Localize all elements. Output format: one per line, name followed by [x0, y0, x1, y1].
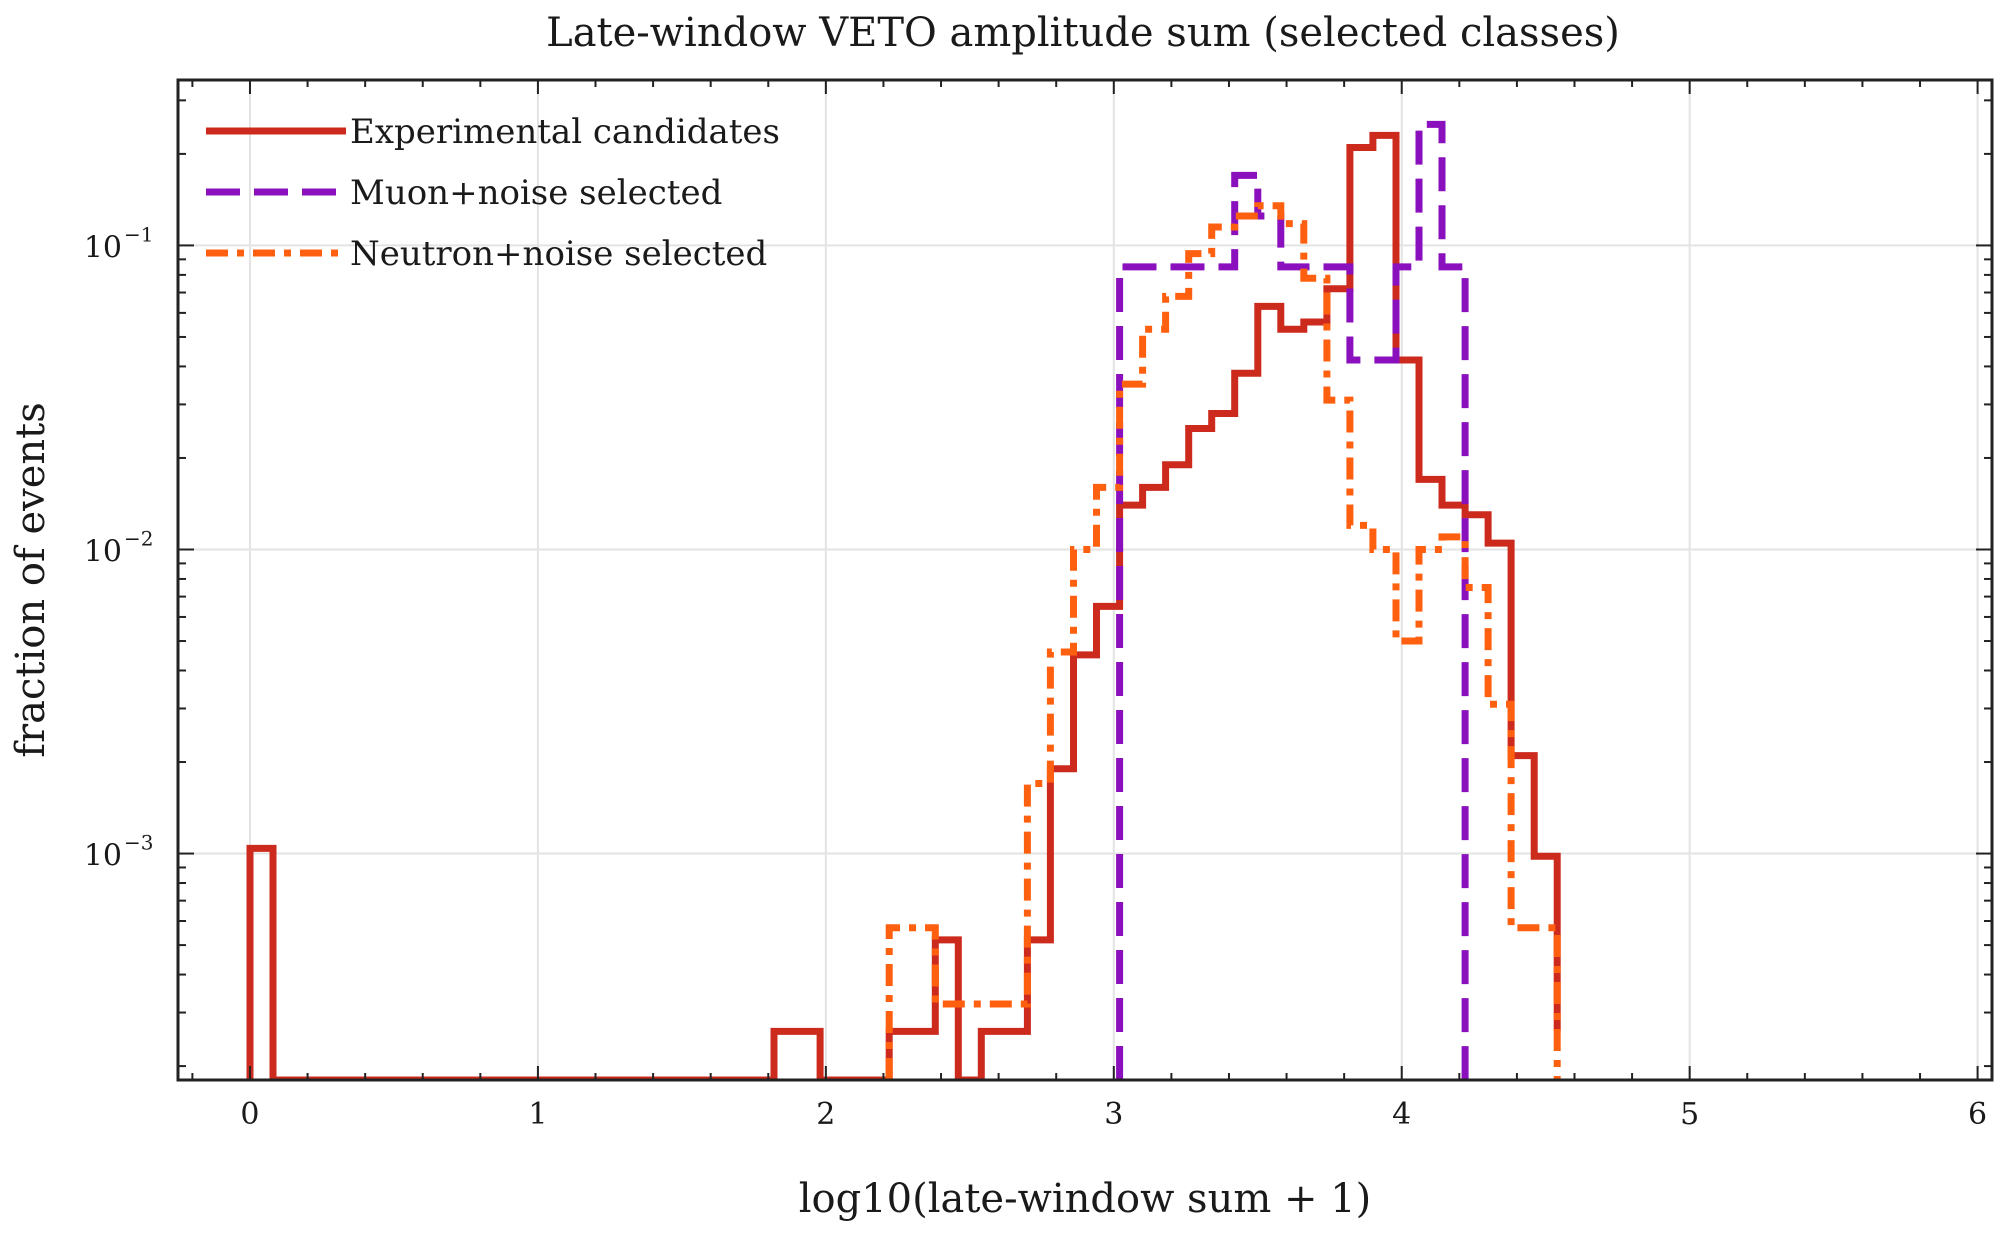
y-tick-exponent: −3 [124, 831, 153, 855]
x-tick-label: 4 [1392, 1097, 1411, 1132]
series-2-step-line [1116, 120, 1469, 1080]
y-tick-exponent: −1 [124, 222, 153, 246]
x-axis-label: log10(late-window sum + 1) [799, 1176, 1372, 1222]
axis-ticks: 0 1 2 3 4 5 610−110−210−3 [84, 80, 1992, 1132]
series-3-step-line [885, 202, 1561, 1080]
x-tick-label: 6 [1968, 1097, 1987, 1132]
y-tick-label: 10 [84, 534, 122, 569]
legend: Experimental candidates Muon+noise selec… [206, 112, 780, 274]
x-tick-label: 0 [240, 1097, 259, 1132]
plot-frame [176, 78, 1994, 1082]
legend-label-experimental: Experimental candidates [350, 112, 780, 152]
legend-label-muon: Muon+noise selected [350, 173, 722, 213]
y-tick-exponent: −2 [124, 526, 153, 550]
series-layer [246, 120, 1561, 1080]
y-tick-label: 10 [84, 839, 122, 874]
x-tick-label: 5 [1680, 1097, 1699, 1132]
grid [178, 80, 1992, 1080]
y-axis-label: fraction of events [8, 402, 54, 758]
x-tick-label: 1 [528, 1097, 547, 1132]
legend-label-neutron: Neutron+noise selected [350, 234, 767, 274]
chart-title: Late-window VETO amplitude sum (selected… [546, 10, 1620, 56]
y-tick-label: 10 [84, 230, 122, 265]
x-tick-label: 3 [1104, 1097, 1123, 1132]
x-tick-label: 2 [816, 1097, 835, 1132]
series-1-step-line [246, 131, 1561, 1080]
